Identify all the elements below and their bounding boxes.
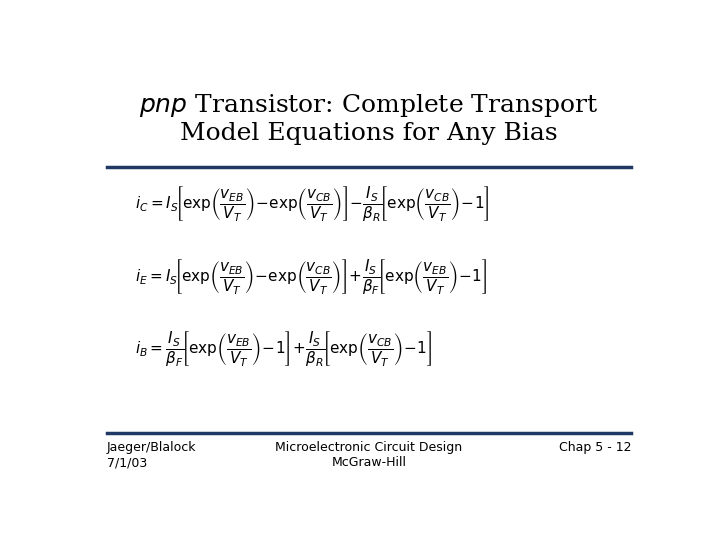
Text: Jaeger/Blalock
7/1/03: Jaeger/Blalock 7/1/03: [107, 441, 197, 469]
Text: Microelectronic Circuit Design
McGraw-Hill: Microelectronic Circuit Design McGraw-Hi…: [276, 441, 462, 469]
Text: $\mathit{pnp}$ Transistor: Complete Transport
Model Equations for Any Bias: $\mathit{pnp}$ Transistor: Complete Tran…: [140, 92, 598, 145]
Text: $i_B = \dfrac{I_S}{\beta_F}\!\left[\exp\!\left(\dfrac{v_{EB}}{V_T}\right)\!-\!1\: $i_B = \dfrac{I_S}{\beta_F}\!\left[\exp\…: [135, 330, 432, 369]
Text: $i_E = I_S\!\left[\exp\!\left(\dfrac{v_{EB}}{V_T}\right)\!-\!\exp\!\left(\dfrac{: $i_E = I_S\!\left[\exp\!\left(\dfrac{v_{…: [135, 257, 487, 296]
Text: $i_C = I_S\!\left[\exp\!\left(\dfrac{v_{EB}}{V_T}\right)\!-\!\exp\!\left(\dfrac{: $i_C = I_S\!\left[\exp\!\left(\dfrac{v_{…: [135, 185, 490, 224]
Text: Chap 5 - 12: Chap 5 - 12: [559, 441, 631, 454]
